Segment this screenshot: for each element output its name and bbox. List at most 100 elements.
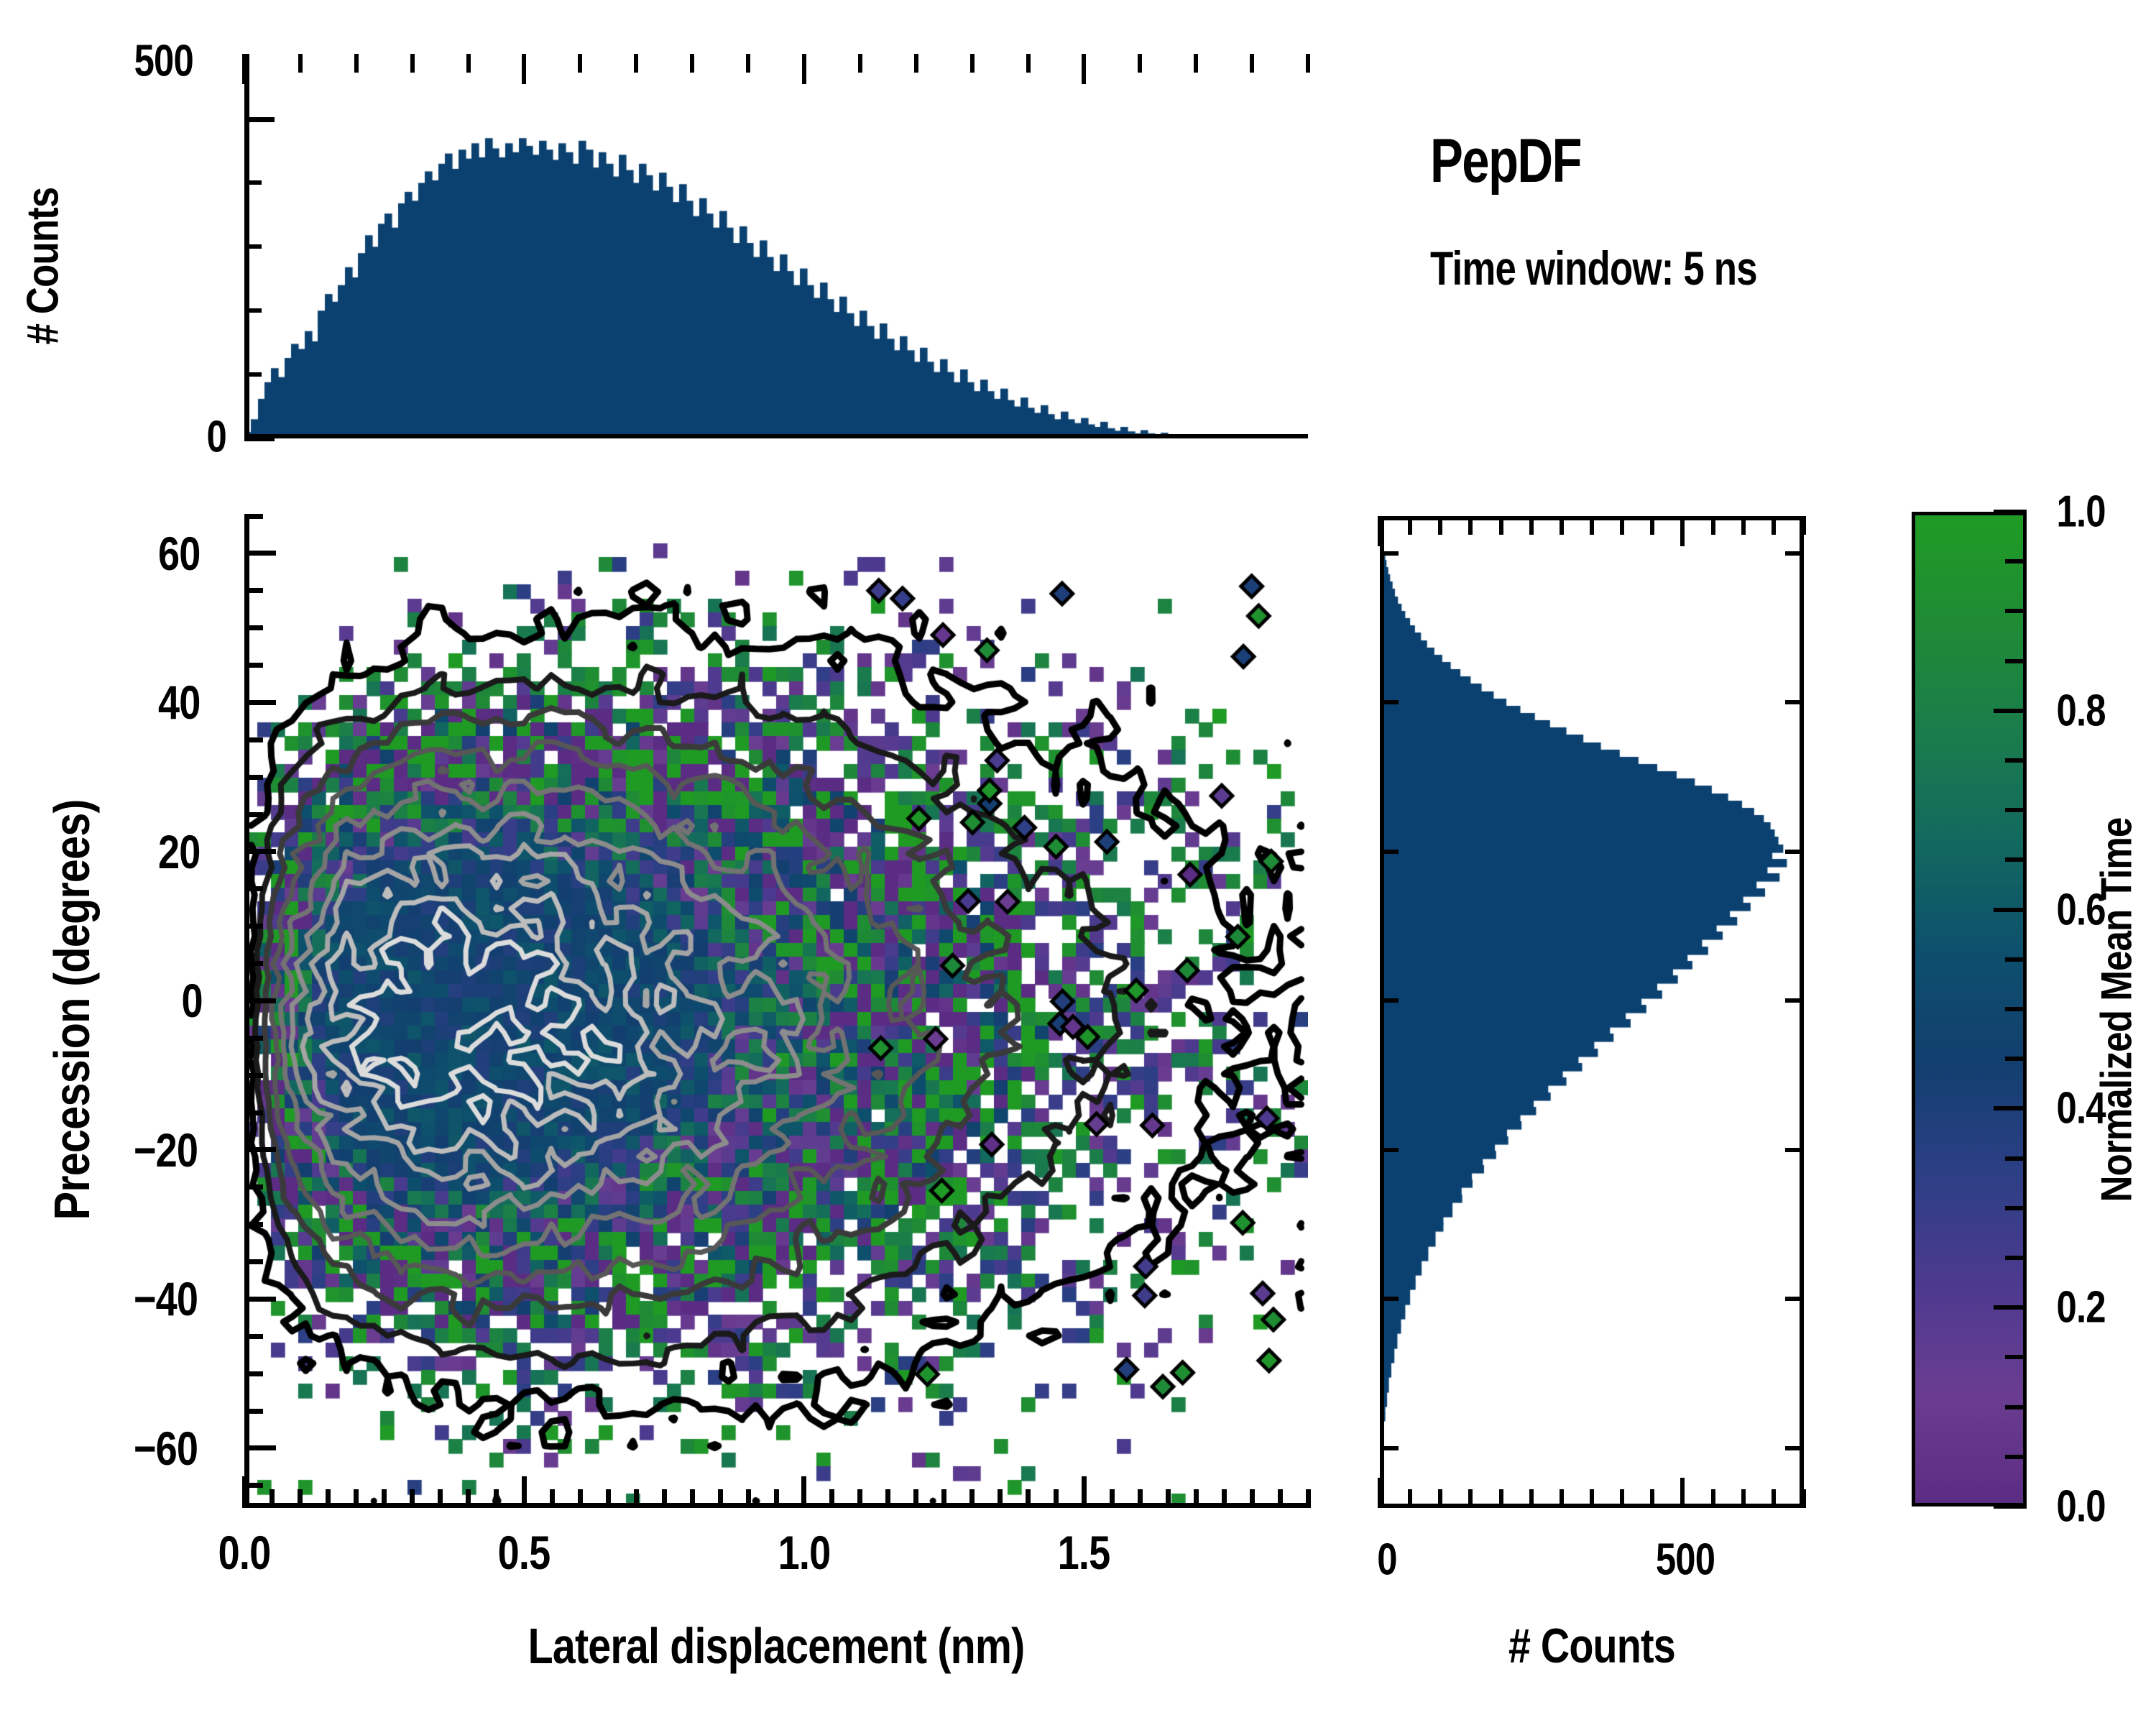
main-y-minor-tick [244, 625, 263, 631]
right-hist-minor-tick [1650, 1489, 1655, 1508]
main-x-minor-tick [494, 1489, 499, 1508]
main-x-minor-tick [829, 1489, 835, 1508]
colorbar-tick-label: 0.2 [2056, 1282, 2106, 1333]
main-x-minor-tick [661, 1489, 667, 1508]
colorbar-major-tick [1994, 1305, 2027, 1310]
top-hist-x-tick [801, 54, 806, 84]
main-x-minor-tick [1305, 1489, 1311, 1508]
right-hist-minor-tick [1468, 1489, 1473, 1508]
right-hist-minor-tick [1498, 1489, 1503, 1508]
top-hist-x-tick [913, 54, 918, 73]
main-y-tick-label: −60 [133, 1421, 198, 1475]
main-y-minor-tick [244, 1408, 263, 1414]
colorbar-minor-tick [2005, 658, 2027, 663]
main-y-minor-tick [244, 1072, 263, 1078]
colorbar-minor-tick [2005, 1007, 2027, 1011]
top-hist-x-tick [634, 54, 639, 73]
right-hist-right-spine [1800, 516, 1804, 1508]
main-x-minor-tick [1249, 1489, 1255, 1508]
main-x-minor-tick [745, 1489, 751, 1508]
main-x-minor-tick [689, 1489, 695, 1508]
right-hist-minor-tick [1529, 1489, 1534, 1508]
main-x-minor-tick [466, 1489, 471, 1508]
main-x-minor-tick [1109, 1489, 1115, 1508]
colorbar-tick-label: 0.6 [2056, 885, 2106, 935]
main-x-minor-tick [1026, 1489, 1031, 1508]
main-x-minor-tick [717, 1489, 723, 1508]
top-hist-x-tick [522, 54, 527, 84]
top-hist-x-tick [298, 54, 303, 73]
right-hist-top-tick [1498, 516, 1503, 535]
main-xlabel: Lateral displacement (nm) [528, 1618, 1026, 1674]
right-hist-top-tick [1529, 516, 1534, 535]
right-hist-xtick-500: 500 [1655, 1535, 1715, 1585]
top-hist-x-tick [969, 54, 975, 73]
top-hist-x-tick [578, 54, 583, 73]
right-hist-y-tick [1785, 849, 1804, 854]
right-hist-top-tick [1650, 516, 1655, 535]
main-y-major-tick [244, 998, 276, 1003]
main-y-minor-tick [244, 1184, 263, 1190]
right-hist-major-tick [1680, 1478, 1685, 1508]
right-hist-top-tick [1378, 516, 1382, 546]
right-histogram-bars [1380, 516, 1804, 1508]
main-x-minor-tick [941, 1489, 947, 1508]
main-y-major-tick [244, 1445, 276, 1451]
right-hist-minor-tick [1741, 1489, 1746, 1508]
top-hist-ytick-0: 0 [206, 412, 227, 462]
colorbar-minor-tick [2005, 1404, 2027, 1409]
colorbar-minor-tick [2005, 609, 2027, 614]
main-x-minor-tick [1193, 1489, 1199, 1508]
colorbar-minor-tick [2005, 559, 2027, 564]
main-x-minor-tick [885, 1489, 891, 1508]
main-x-tick-label: 0.5 [498, 1526, 551, 1579]
main-y-minor-tick [244, 811, 263, 817]
right-hist-top-tick [1710, 516, 1715, 535]
main-x-minor-tick [577, 1489, 583, 1508]
main-x-major-tick [801, 1476, 807, 1508]
main-x-minor-tick [354, 1489, 359, 1508]
right-hist-y-tick [1380, 700, 1399, 705]
right-hist-y-tick [1380, 1297, 1399, 1302]
main-y-tick-label: −40 [133, 1272, 198, 1326]
main-x-minor-tick [1165, 1489, 1171, 1508]
main-x-minor-tick [605, 1489, 611, 1508]
main-y-minor-tick [244, 924, 263, 929]
top-hist-minor-tick [244, 372, 262, 377]
colorbar-label: Normalized Mean Time [2092, 817, 2141, 1202]
main-y-tick-label: 60 [158, 526, 201, 580]
heatmap-cells [244, 516, 1308, 1508]
colorbar-major-tick [1994, 510, 2027, 514]
top-hist-x-tick [410, 54, 415, 73]
right-hist-y-tick [1380, 998, 1399, 1003]
main-x-minor-tick [549, 1489, 555, 1508]
colorbar-minor-tick [2005, 1454, 2027, 1459]
right-hist-minor-tick [1408, 1489, 1413, 1508]
main-x-minor-tick [382, 1489, 387, 1508]
main-y-tick-label: 40 [158, 676, 201, 730]
main-joint-heatmap [244, 516, 1308, 1508]
right-hist-minor-tick [1438, 1489, 1443, 1508]
right-hist-minor-tick [1590, 1489, 1594, 1508]
colorbar-minor-tick [2005, 857, 2027, 862]
main-x-minor-tick [326, 1489, 331, 1508]
colorbar-tick-label: 0.8 [2056, 686, 2106, 736]
main-y-minor-tick [244, 1035, 263, 1041]
top-hist-x-tick [466, 54, 471, 73]
main-y-minor-tick [244, 774, 263, 780]
colorbar-minor-tick [2005, 1156, 2027, 1161]
top-hist-ytick-500: 500 [134, 36, 194, 86]
top-hist-x-tick [690, 54, 695, 73]
right-hist-y-tick [1785, 998, 1804, 1003]
colorbar-minor-tick [2005, 1256, 2027, 1260]
main-x-minor-tick [857, 1489, 863, 1508]
main-ylabel: Precession (degrees) [44, 799, 100, 1220]
main-y-minor-tick [244, 961, 263, 967]
main-y-minor-tick [244, 1333, 263, 1339]
main-x-minor-tick [633, 1489, 639, 1508]
main-y-minor-tick [244, 663, 263, 668]
right-hist-top-tick [1408, 516, 1413, 535]
right-hist-top-tick [1438, 516, 1443, 535]
right-hist-minor-tick [1559, 1489, 1564, 1508]
